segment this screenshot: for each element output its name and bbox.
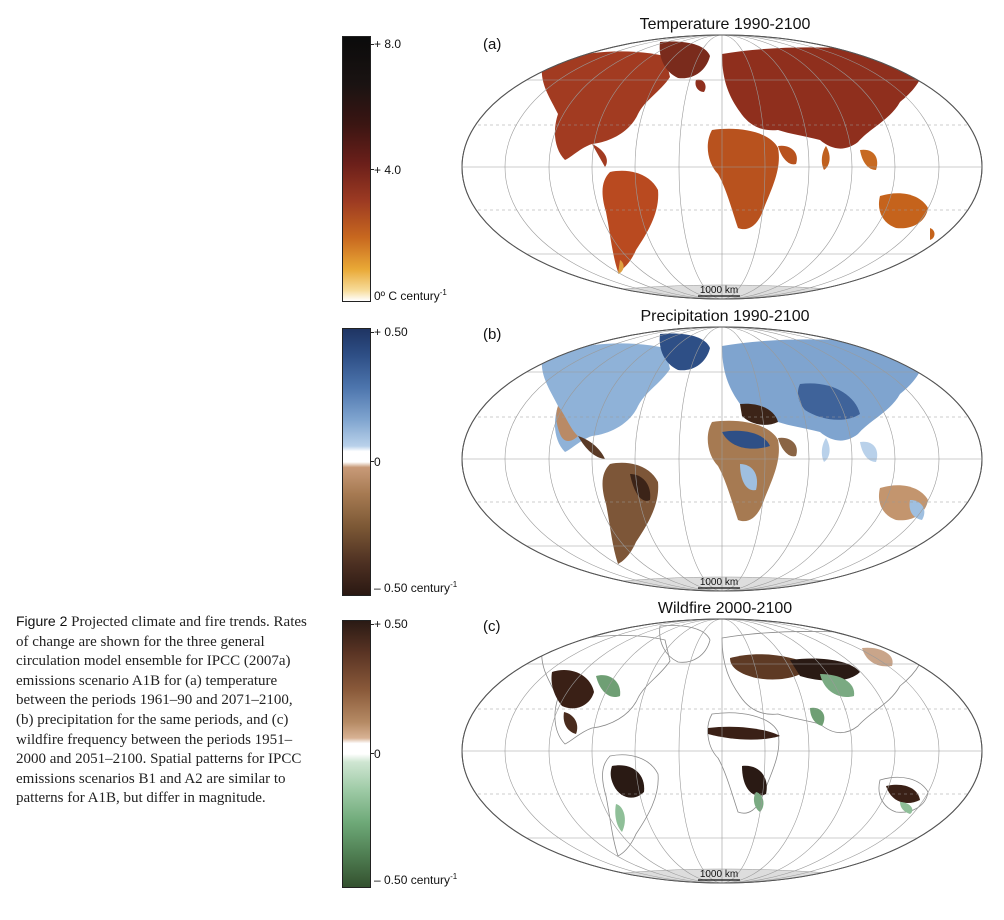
colorbar-min-label: 0º C century-1 (374, 288, 447, 303)
colorbar-mid-label: 0 (374, 747, 381, 761)
colorbar-temperature (342, 36, 371, 302)
graticule (462, 619, 982, 883)
world-map-wildfire: 1000 km (461, 618, 983, 884)
colorbar-wildfire (342, 620, 371, 888)
graticule (462, 35, 982, 299)
scale-bar: 1000 km (698, 869, 740, 881)
panel-letter: (a) (483, 36, 502, 53)
figure-caption: Figure 2 Projected climate and fire tren… (16, 612, 308, 809)
world-map-temperature: 1000 km (461, 34, 983, 300)
panel-title: Wildfire 2000-2100 (657, 600, 793, 617)
panel-letter: (b) (483, 326, 502, 343)
panel-precipitation: + 0.50 0 – 0.50 century-1 Precipitation … (330, 300, 1004, 596)
panel-title: Temperature 1990-2100 (639, 16, 811, 33)
graticule (462, 327, 982, 591)
colorbar-min-label: – 0.50 century-1 (374, 580, 458, 595)
world-map-precipitation: 1000 km (461, 326, 983, 592)
panel-letter: (c) (483, 618, 501, 635)
figure-label: Figure 2 (16, 613, 68, 629)
svg-text:1000 km: 1000 km (700, 869, 738, 880)
colorbar-min-label: – 0.50 century-1 (374, 872, 458, 887)
colorbar-max-label: + 0.50 (374, 617, 408, 631)
colorbar-mid-label: 0 (374, 455, 381, 469)
scale-bar: 1000 km (698, 285, 740, 297)
figure-caption-text: Projected climate and fire trends. Rates… (16, 614, 307, 807)
wildfire-patches (551, 647, 920, 832)
panel-title: Precipitation 1990-2100 (640, 308, 810, 325)
colorbar-max-label: + 8.0 (374, 37, 402, 51)
land-precipitation (541, 333, 928, 564)
scale-bar: 1000 km (698, 577, 740, 589)
colorbar-mid-label: + 4.0 (374, 163, 402, 177)
panel-wildfire: + 0.50 0 – 0.50 century-1 Wildfire 2000-… (330, 592, 1004, 888)
svg-text:1000 km: 1000 km (700, 285, 738, 296)
svg-text:1000 km: 1000 km (700, 577, 738, 588)
land-temperature (541, 41, 935, 274)
colorbar-max-label: + 0.50 (374, 325, 408, 339)
colorbar-precipitation (342, 328, 371, 596)
panel-temperature: + 8.0 + 4.0 0º C century-1 Temperature 1… (330, 8, 1004, 303)
